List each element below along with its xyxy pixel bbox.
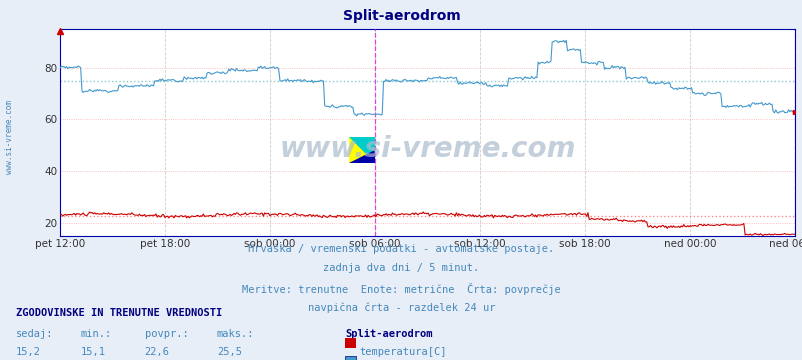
Text: temperatura[C]: temperatura[C]: [359, 347, 447, 357]
Text: www.si-vreme.com: www.si-vreme.com: [279, 135, 575, 163]
Text: maks.:: maks.:: [217, 329, 254, 339]
Text: sedaj:: sedaj:: [16, 329, 54, 339]
Text: Split-aerodrom: Split-aerodrom: [345, 329, 432, 339]
Bar: [348, 138, 375, 163]
Text: Meritve: trenutne  Enote: metrične  Črta: povprečje: Meritve: trenutne Enote: metrične Črta: …: [242, 283, 560, 294]
Polygon shape: [348, 150, 375, 163]
Text: ZGODOVINSKE IN TRENUTNE VREDNOSTI: ZGODOVINSKE IN TRENUTNE VREDNOSTI: [16, 308, 222, 318]
Text: 25,5: 25,5: [217, 347, 241, 357]
Text: 15,1: 15,1: [80, 347, 105, 357]
Polygon shape: [348, 138, 375, 163]
Text: Split-aerodrom: Split-aerodrom: [342, 9, 460, 23]
Text: povpr.:: povpr.:: [144, 329, 188, 339]
Text: 22,6: 22,6: [144, 347, 169, 357]
Text: Hrvaška / vremenski podatki - avtomatske postaje.: Hrvaška / vremenski podatki - avtomatske…: [248, 243, 554, 253]
Text: 15,2: 15,2: [16, 347, 41, 357]
Text: min.:: min.:: [80, 329, 111, 339]
Text: www.si-vreme.com: www.si-vreme.com: [5, 100, 14, 174]
Text: zadnja dva dni / 5 minut.: zadnja dva dni / 5 minut.: [323, 263, 479, 273]
Text: navpična črta - razdelek 24 ur: navpična črta - razdelek 24 ur: [307, 302, 495, 313]
